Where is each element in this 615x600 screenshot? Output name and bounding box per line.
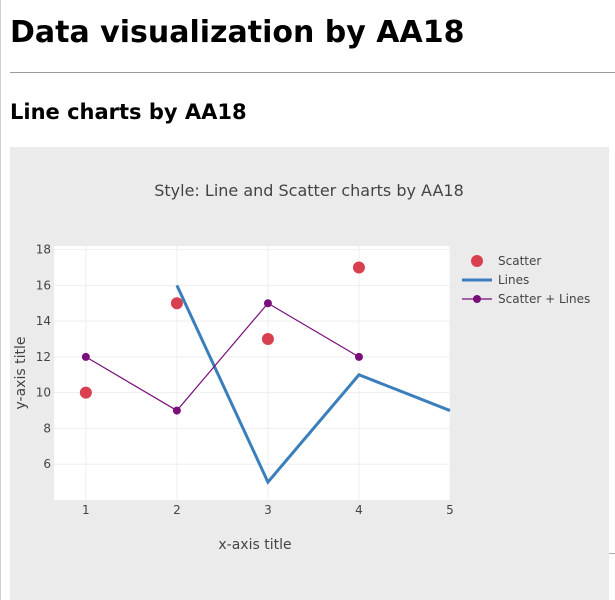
data-point [81,352,90,361]
data-point [79,386,92,399]
x-tick-label: 1 [82,503,90,517]
y-tick-label: 12 [36,350,51,364]
chart-title: Style: Line and Scatter charts by AA18 [154,181,464,200]
legend-item[interactable]: Lines [462,273,529,287]
y-axis-label: y-axis title [13,337,29,410]
data-point [354,352,363,361]
chart-container: 1 2 3 4 5 6 8 10 12 14 16 18 Style: Line and Scatte… [10,147,609,600]
y-tick-label: 18 [36,243,51,257]
data-point [352,261,365,274]
x-tick-label: 4 [355,503,363,517]
legend-label: Scatter [498,254,541,268]
x-tick-label: 5 [446,503,454,517]
y-tick-label: 8 [43,421,51,435]
series-line [175,284,451,485]
x-axis-label: x-axis title [218,537,291,553]
y-tick-label: 10 [36,386,51,400]
page-title: Data visualization by AA18 [10,15,465,50]
legend-label: Scatter + Lines [498,292,590,306]
x-tick-label: 3 [264,503,272,517]
right-edge-line [609,553,615,554]
page-left-border [0,0,1,600]
legend-item[interactable]: Scatter [471,254,541,268]
data-point [261,333,274,346]
y-tick-label: 6 [43,457,51,471]
series-2 [81,299,363,415]
data-point [263,299,272,308]
legend[interactable]: Scatter Lines Scatter + Lines [462,254,590,306]
x-tick-label: 2 [173,503,181,517]
series-1 [175,284,451,485]
data-point [170,297,183,310]
series-layer [79,261,451,485]
legend-label: Lines [498,273,529,287]
legend-marker-swatch [473,295,481,303]
horizontal-divider [10,72,615,73]
legend-marker-swatch [471,255,483,267]
legend-item[interactable]: Scatter + Lines [462,292,590,306]
series-line [85,302,360,412]
y-tick-label: 16 [36,278,51,292]
series-0 [79,261,365,399]
section-title: Line charts by AA18 [10,100,247,124]
y-tick-label: 14 [36,314,51,328]
data-point [172,406,181,415]
plot-area-background [54,246,450,500]
